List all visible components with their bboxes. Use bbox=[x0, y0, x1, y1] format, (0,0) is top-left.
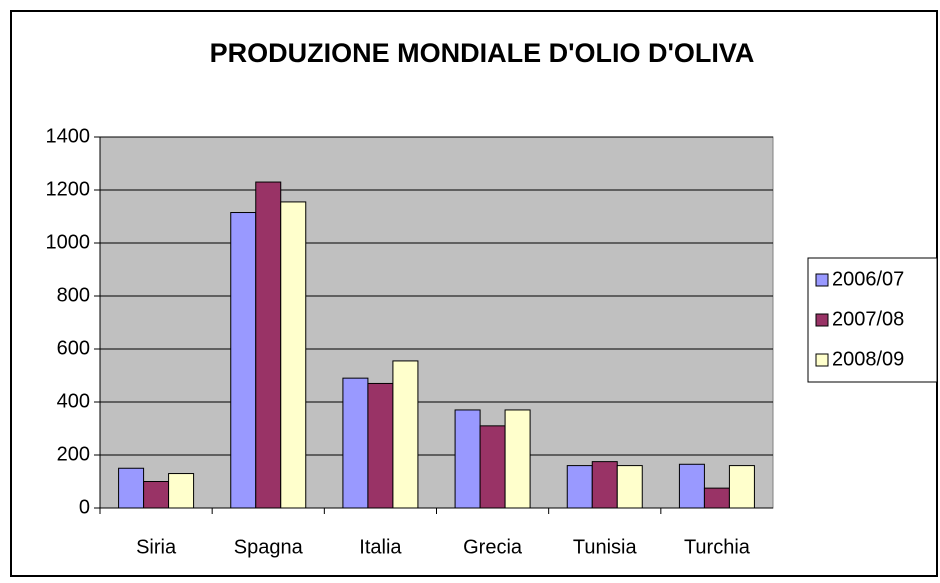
chart-title: PRODUZIONE MONDIALE D'OLIO D'OLIVA bbox=[210, 38, 755, 68]
x-tick-label: Spagna bbox=[234, 536, 304, 558]
legend-swatch bbox=[815, 273, 829, 287]
bar bbox=[479, 425, 506, 509]
bar bbox=[168, 473, 195, 509]
x-tick-label: Turchia bbox=[684, 536, 751, 558]
y-tick-label: 400 bbox=[57, 390, 90, 412]
bar bbox=[230, 212, 257, 509]
bar bbox=[118, 467, 145, 509]
y-tick-label: 1000 bbox=[46, 231, 91, 253]
bar bbox=[255, 181, 282, 509]
x-tick-label: Italia bbox=[359, 536, 402, 558]
bar bbox=[143, 481, 170, 509]
bar bbox=[591, 461, 618, 509]
legend-swatch bbox=[815, 353, 829, 367]
bar bbox=[504, 409, 531, 509]
y-tick-label: 600 bbox=[57, 337, 90, 359]
legend-label: 2006/07 bbox=[832, 268, 904, 290]
y-tick-label: 800 bbox=[57, 284, 90, 306]
bar bbox=[367, 382, 394, 509]
x-tick-label: Tunisia bbox=[573, 536, 638, 558]
y-tick-label: 1200 bbox=[46, 178, 91, 200]
bar bbox=[342, 377, 369, 509]
x-tick-label: Grecia bbox=[463, 536, 523, 558]
legend-swatch bbox=[815, 313, 829, 327]
bar bbox=[703, 487, 730, 509]
bar bbox=[728, 465, 755, 509]
x-tick-label: Siria bbox=[136, 536, 177, 558]
y-tick-label: 1400 bbox=[46, 125, 91, 147]
plot-area bbox=[99, 136, 774, 509]
legend-label: 2008/09 bbox=[832, 348, 904, 370]
legend-label: 2007/08 bbox=[832, 308, 904, 330]
bar bbox=[392, 360, 419, 509]
bar bbox=[454, 409, 481, 509]
bar bbox=[566, 465, 593, 509]
legend-box bbox=[807, 257, 938, 383]
bar bbox=[280, 201, 307, 509]
y-tick-label: 0 bbox=[79, 496, 90, 518]
bar bbox=[616, 465, 643, 509]
bar bbox=[678, 463, 705, 509]
y-tick-label: 200 bbox=[57, 443, 90, 465]
